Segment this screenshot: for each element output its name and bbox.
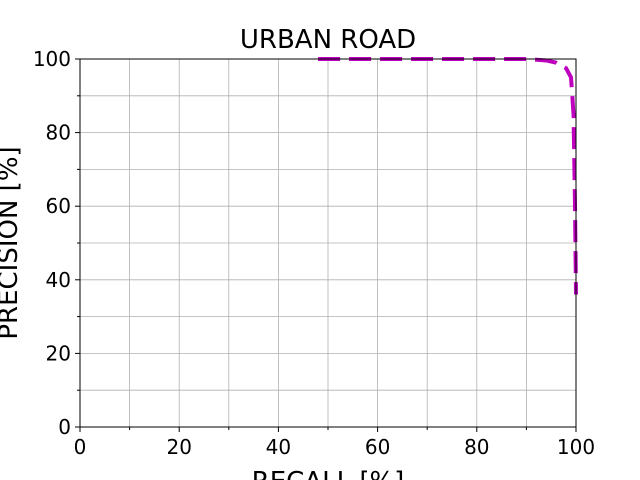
plot-frame [79,58,577,428]
x-axis-label: RECALL [%] [252,467,405,480]
x-tick-label: 0 [74,435,87,459]
y-tick-label: 20 [46,341,71,365]
y-tick-label: 40 [46,268,71,292]
y-tick-label: 80 [46,121,71,145]
x-tick-label: 100 [557,435,595,459]
x-tick-label: 60 [365,435,390,459]
x-tick-label: 40 [266,435,291,459]
y-tick-label: 0 [58,415,71,439]
x-tick-label: 80 [464,435,489,459]
y-tick-label: 60 [46,194,71,218]
y-axis-label: PRECISION [%] [0,146,24,339]
chart-title: URBAN ROAD [240,25,416,55]
x-tick-label: 20 [166,435,191,459]
y-tick-label: 100 [33,47,71,71]
line-series [318,57,578,295]
